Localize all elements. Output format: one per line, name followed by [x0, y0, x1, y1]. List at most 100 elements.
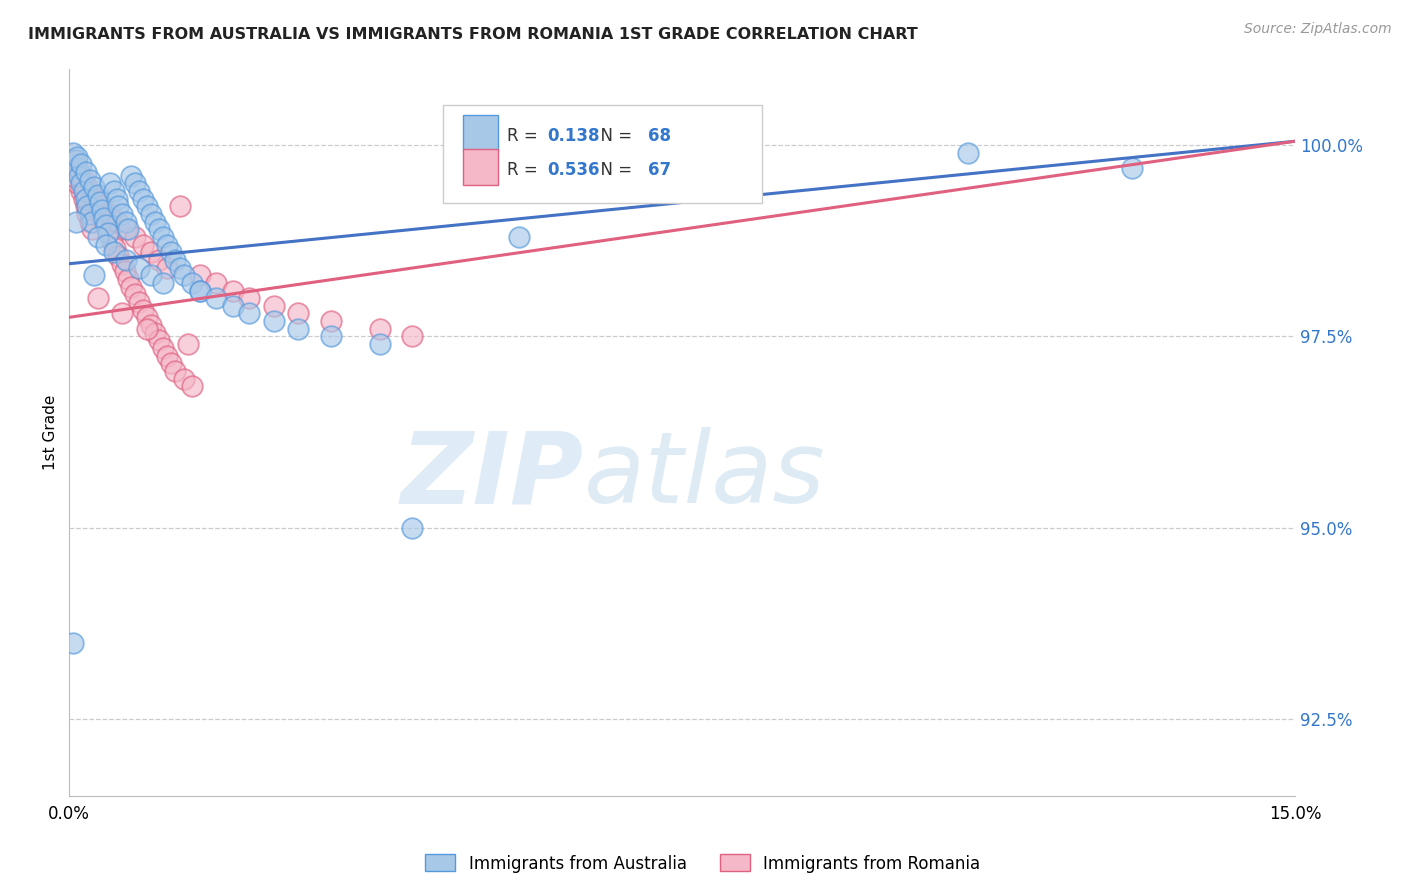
Point: [148, 222, 170, 236]
Point: [79, 214, 101, 228]
Point: [87, 230, 110, 244]
Point: [263, 299, 285, 313]
Point: [711, 153, 734, 168]
Text: Source: ZipAtlas.com: Source: ZipAtlas.com: [1244, 22, 1392, 37]
Point: [132, 237, 155, 252]
Point: [83, 180, 105, 194]
Point: [263, 314, 285, 328]
Point: [94, 219, 117, 233]
Text: N =: N =: [591, 161, 637, 179]
Point: [148, 333, 170, 347]
Point: [114, 264, 136, 278]
Point: [83, 268, 105, 283]
Point: [148, 252, 170, 267]
Point: [152, 276, 174, 290]
Point: [139, 268, 162, 283]
Point: [238, 306, 260, 320]
Point: [132, 192, 155, 206]
Point: [115, 252, 138, 267]
FancyBboxPatch shape: [463, 149, 498, 185]
Text: atlas: atlas: [583, 427, 825, 524]
Point: [107, 249, 129, 263]
Point: [115, 214, 138, 228]
Text: N =: N =: [591, 128, 637, 145]
Point: [368, 337, 391, 351]
Point: [62, 153, 84, 168]
Point: [135, 322, 157, 336]
Point: [132, 302, 155, 317]
Point: [156, 349, 179, 363]
Y-axis label: 1st Grade: 1st Grade: [44, 394, 58, 470]
Point: [117, 272, 139, 286]
Point: [287, 322, 309, 336]
Point: [169, 199, 191, 213]
Point: [173, 371, 195, 385]
Point: [508, 230, 530, 244]
Point: [107, 199, 129, 213]
Point: [82, 222, 104, 236]
Legend: Immigrants from Australia, Immigrants from Romania: Immigrants from Australia, Immigrants fr…: [419, 847, 987, 880]
Point: [82, 187, 104, 202]
Point: [165, 364, 187, 378]
Point: [111, 306, 134, 320]
Point: [70, 157, 93, 171]
Point: [188, 284, 211, 298]
Point: [205, 276, 228, 290]
Point: [66, 150, 89, 164]
Point: [104, 241, 127, 255]
Point: [75, 184, 97, 198]
Point: [65, 157, 87, 171]
Point: [97, 226, 120, 240]
Point: [107, 214, 129, 228]
Point: [128, 184, 150, 198]
Point: [90, 203, 112, 218]
Point: [957, 145, 980, 160]
Point: [124, 230, 146, 244]
Point: [401, 521, 423, 535]
Point: [83, 192, 105, 206]
Point: [79, 172, 101, 186]
Point: [65, 153, 87, 168]
Point: [169, 260, 191, 275]
Point: [120, 279, 142, 293]
Text: ZIP: ZIP: [401, 427, 583, 524]
Point: [103, 184, 125, 198]
Point: [160, 356, 183, 370]
Point: [87, 187, 110, 202]
Point: [73, 192, 96, 206]
Point: [94, 237, 117, 252]
FancyBboxPatch shape: [443, 105, 762, 203]
Point: [152, 230, 174, 244]
Point: [62, 169, 84, 183]
Point: [76, 199, 98, 213]
Point: [105, 192, 128, 206]
Point: [98, 177, 121, 191]
Point: [66, 169, 89, 183]
Point: [66, 161, 89, 175]
Point: [93, 211, 115, 225]
Point: [124, 177, 146, 191]
Point: [97, 226, 120, 240]
Point: [75, 192, 97, 206]
Point: [84, 195, 107, 210]
Point: [156, 260, 179, 275]
Point: [67, 169, 90, 183]
Point: [143, 214, 166, 228]
Point: [117, 222, 139, 236]
Point: [180, 276, 202, 290]
Point: [79, 207, 101, 221]
Point: [73, 184, 96, 198]
Point: [115, 222, 138, 236]
Point: [319, 329, 342, 343]
Point: [188, 284, 211, 298]
Text: R =: R =: [506, 161, 543, 179]
Point: [139, 207, 162, 221]
FancyBboxPatch shape: [463, 115, 498, 151]
Point: [287, 306, 309, 320]
Point: [110, 257, 132, 271]
Point: [67, 165, 90, 179]
Point: [73, 172, 96, 186]
Point: [165, 252, 187, 267]
Point: [70, 177, 93, 191]
Point: [173, 268, 195, 283]
